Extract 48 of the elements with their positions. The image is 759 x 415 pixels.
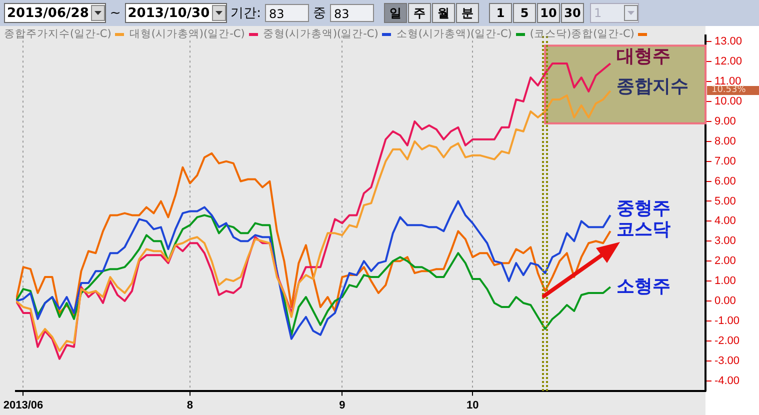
legend-label: 대형(시가총액)(일간-C) xyxy=(129,27,245,41)
y-tick-label: 13.00 xyxy=(714,36,742,48)
y-tick-label: 4.00 xyxy=(714,215,736,228)
legend-label: (코스닥)종합(일간-C) xyxy=(530,27,634,41)
y-tick-label: 2.00 xyxy=(714,255,736,268)
text: 소형주 xyxy=(616,276,670,298)
y-tick-label: 0.00 xyxy=(714,295,736,308)
legend-label: 종합주가지수(일간-C) xyxy=(4,27,112,41)
text: 중 xyxy=(313,5,326,22)
x-tick-label: 8 xyxy=(186,399,194,412)
y-tick-label: 5.00 xyxy=(714,195,736,208)
text: 주 xyxy=(408,3,432,23)
x-tick-label: 2013/06 xyxy=(3,399,44,412)
y-tick-label: 1.00 xyxy=(714,275,736,288)
text: 83 xyxy=(265,4,310,22)
y-tick-label: 3.00 xyxy=(714,235,736,248)
text: 코스닥 xyxy=(616,219,670,241)
legend-label: 중형(시가총액)(일간-C) xyxy=(262,27,378,41)
text: 대형주 xyxy=(616,46,670,68)
legend-label: 소형(시가총액)(일간-C) xyxy=(396,27,512,41)
text: 1 xyxy=(594,6,602,20)
x-tick-label: 10 xyxy=(466,399,479,412)
y-tick-label: 7.00 xyxy=(714,155,736,168)
y-tick-label: 8.00 xyxy=(714,135,736,148)
y-tick-label: -4.00 xyxy=(714,374,740,387)
text: 30 xyxy=(561,3,584,23)
text: 83 xyxy=(330,4,374,22)
text: 2013/10/30 xyxy=(128,6,210,20)
text: 10.53% xyxy=(707,85,759,95)
y-tick-label: 10.00 xyxy=(714,95,742,108)
text: 종합지수 xyxy=(616,76,688,98)
y-tick-label: 12.00 xyxy=(714,56,742,68)
x-tick-label: 9 xyxy=(339,399,346,412)
y-tick-label: -1.00 xyxy=(714,314,740,327)
y-tick-label: 9.00 xyxy=(714,115,736,128)
text: 2013/06/28 xyxy=(7,6,89,20)
text: 월 xyxy=(432,3,456,23)
y-tick-label: 6.00 xyxy=(714,175,736,188)
text: 10 xyxy=(537,3,560,23)
y-tick-label: -2.00 xyxy=(714,334,740,347)
y-tick-label: -3.00 xyxy=(714,354,740,367)
text: 1 xyxy=(489,3,512,23)
text: 분 xyxy=(456,3,480,23)
text: 중형주 xyxy=(616,198,670,220)
text: 5 xyxy=(513,3,536,23)
text: ~ xyxy=(110,6,121,20)
text: 기간: xyxy=(230,5,262,22)
text: 일 xyxy=(384,3,408,23)
